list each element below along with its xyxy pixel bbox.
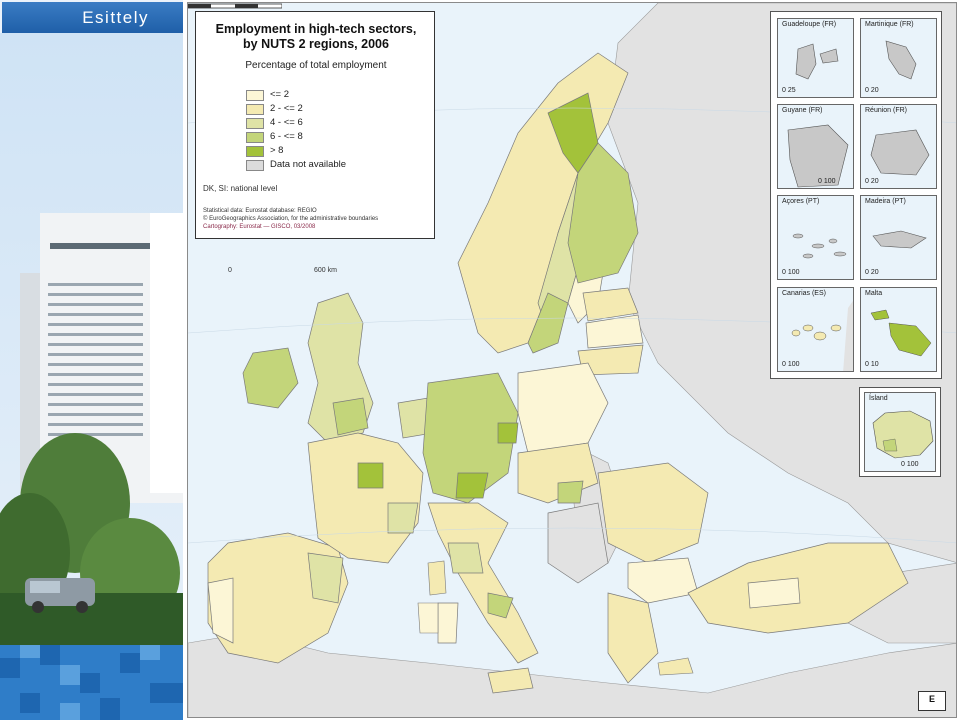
legend-subtitle: Percentage of total employment <box>245 60 387 71</box>
scale-bar <box>188 3 282 9</box>
region-southeast-europe <box>547 462 709 684</box>
inset-guadeloupe: Guadeloupe (FR) 0 25 <box>777 18 854 98</box>
legend-title-line1: Employment in high-tech sectors, <box>215 22 417 36</box>
scale-label-end: 600 km <box>314 267 337 274</box>
inset-label: Réunion (FR) <box>865 107 908 114</box>
inset-label: Canarias (ES) <box>782 290 826 297</box>
inset-acores: Açores (PT) 0 100 <box>777 195 854 280</box>
inset-scale: 0 100 <box>782 361 800 368</box>
inset-scale: 0 20 <box>865 178 879 185</box>
sidebar: Esittely <box>0 0 183 720</box>
building-photo <box>0 33 183 720</box>
legend-swatch <box>246 90 264 101</box>
legend-label: > 8 <box>270 145 284 156</box>
inset-label: Guyane (FR) <box>782 107 823 114</box>
legend-title-line2: by NUTS 2 regions, 2006 <box>243 37 389 51</box>
legend-label: 4 - <= 6 <box>270 117 303 128</box>
inset-label: Martinique (FR) <box>865 21 914 28</box>
inset-label: Guadeloupe (FR) <box>782 21 837 28</box>
sidebar-title-bar: Esittely <box>2 2 183 33</box>
legend-title: Employment in high-tech sectors, by NUTS… <box>196 22 436 52</box>
inset-canarias: Canarias (ES) 0 100 <box>777 287 854 372</box>
inset-scale: 0 100 <box>901 461 919 468</box>
map-legend: Employment in high-tech sectors, by NUTS… <box>195 11 435 239</box>
inset-guyane: Guyane (FR) 0 100 <box>777 104 854 189</box>
inset-label: Ísland <box>869 395 888 402</box>
region-uk-ireland <box>242 292 374 444</box>
inset-group: Guadeloupe (FR) 0 25 Martinique (FR) 0 2… <box>770 11 942 379</box>
legend-label: Data not available <box>270 159 347 170</box>
inset-malta: Malta 0 10 <box>860 287 937 372</box>
legend-label: 6 - <= 8 <box>270 131 303 142</box>
eurostat-logo: E <box>918 691 946 711</box>
inset-group-iceland: Ísland 0 100 <box>859 387 941 477</box>
region-iberia <box>207 532 349 664</box>
inset-scale: 0 25 <box>782 87 796 94</box>
legend-swatch <box>246 104 264 115</box>
inset-scale: 0 100 <box>782 269 800 276</box>
legend-label: 2 - <= 2 <box>270 103 303 114</box>
inset-label: Madeira (PT) <box>865 198 906 205</box>
europe-map[interactable]: Employment in high-tech sectors, by NUTS… <box>187 2 957 718</box>
legend-swatch <box>246 132 264 143</box>
legend-source-line: Statistical data: Eurostat database: REG… <box>203 208 317 214</box>
inset-scale: 0 20 <box>865 87 879 94</box>
inset-madeira: Madeira (PT) 0 20 <box>860 195 937 280</box>
region-france <box>307 432 424 564</box>
inset-scale: 0 10 <box>865 361 879 368</box>
region-italy <box>427 502 539 694</box>
inset-martinique: Martinique (FR) 0 20 <box>860 18 937 98</box>
inset-reunion: Réunion (FR) 0 20 <box>860 104 937 189</box>
legend-swatch <box>246 146 264 157</box>
sidebar-title: Esittely <box>82 8 149 27</box>
legend-source-line: © EuroGeographics Association, for the a… <box>203 216 379 222</box>
legend-swatch <box>246 118 264 129</box>
inset-scale: 0 100 <box>818 178 836 185</box>
inset-label: Malta <box>865 290 883 297</box>
scale-label-start: 0 <box>228 267 232 274</box>
region-turkey <box>687 542 909 634</box>
legend-source-line: Cartography: Eurostat — GISCO, 03/2008 <box>203 224 316 230</box>
inset-island: Ísland 0 100 <box>864 392 936 472</box>
inset-label: Açores (PT) <box>782 198 820 205</box>
legend-note: DK, SI: national level <box>203 184 278 193</box>
region-central-europe <box>397 362 609 504</box>
inset-scale: 0 20 <box>865 269 879 276</box>
legend-swatch <box>246 160 264 171</box>
legend-label: <= 2 <box>270 89 290 100</box>
region-finland <box>547 92 639 284</box>
